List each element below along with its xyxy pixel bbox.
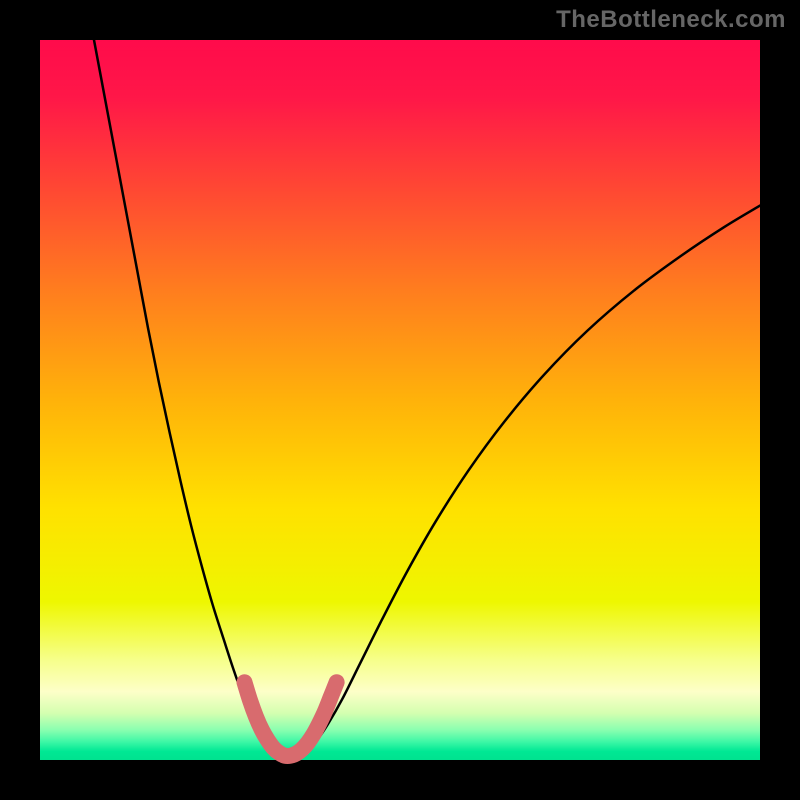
bottleneck-chart [0, 0, 800, 800]
plot-gradient-background [40, 40, 760, 760]
chart-root: TheBottleneck.com [0, 0, 800, 800]
